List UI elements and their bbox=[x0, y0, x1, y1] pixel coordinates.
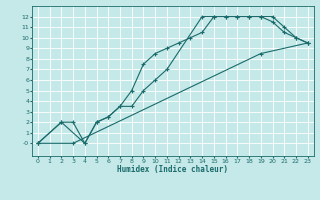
X-axis label: Humidex (Indice chaleur): Humidex (Indice chaleur) bbox=[117, 165, 228, 174]
